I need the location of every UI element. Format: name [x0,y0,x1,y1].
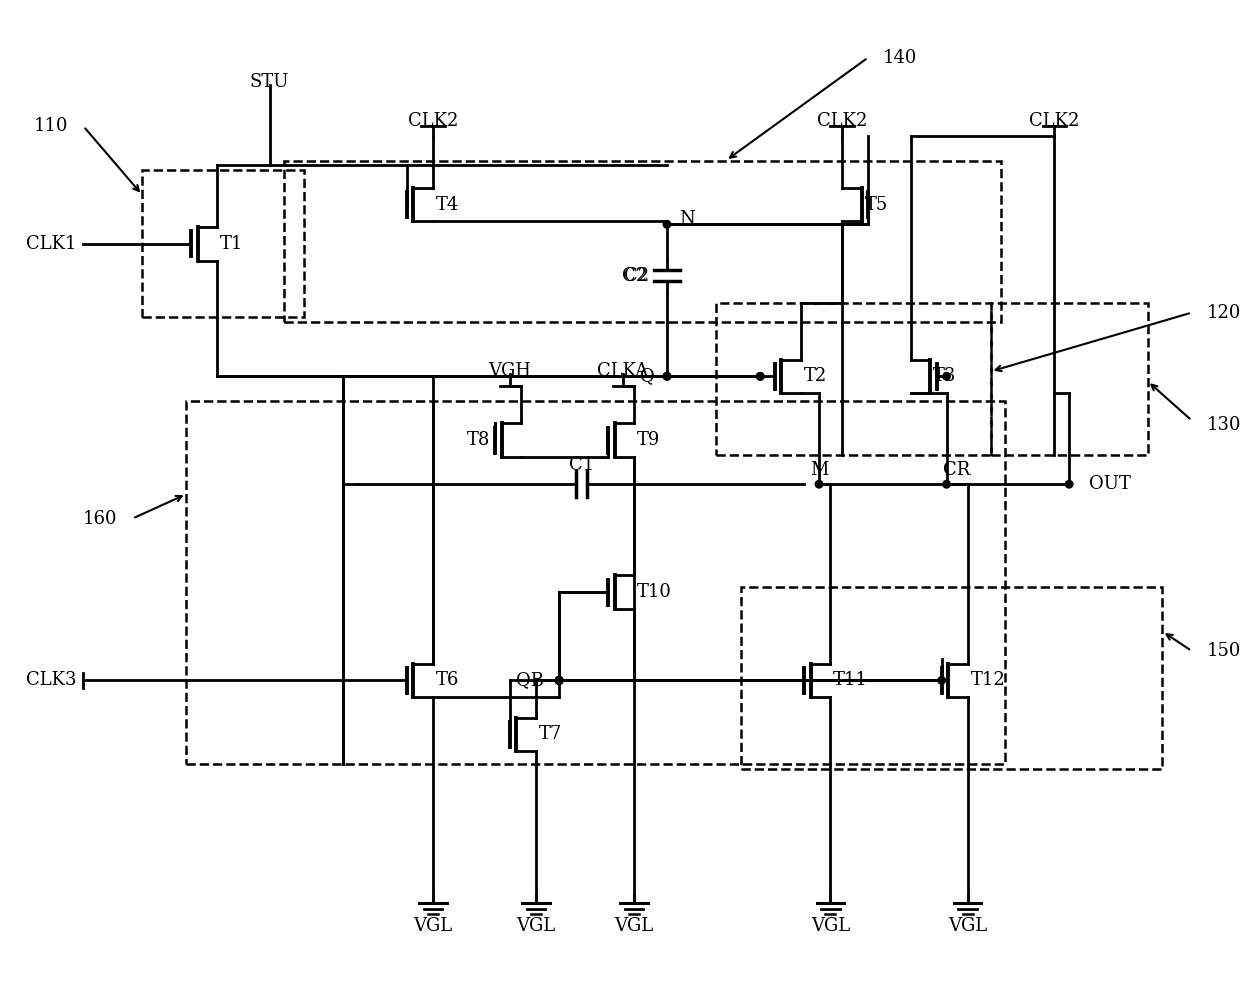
Text: QB: QB [516,671,544,690]
Text: CLK2: CLK2 [817,112,867,130]
Circle shape [556,677,563,684]
Circle shape [556,677,563,684]
Text: CLK3: CLK3 [26,671,77,690]
Text: T4: T4 [436,196,459,214]
Text: C1: C1 [569,455,594,473]
Circle shape [756,373,764,380]
Text: VGL: VGL [949,916,987,934]
Text: 160: 160 [83,510,118,528]
Text: T11: T11 [833,671,868,690]
Circle shape [663,221,671,228]
Text: CLKA: CLKA [598,363,649,381]
Text: CLK2: CLK2 [1029,112,1080,130]
Circle shape [942,480,950,488]
Text: 130: 130 [1207,416,1240,434]
Text: VGL: VGL [615,916,653,934]
Text: T6: T6 [436,671,459,690]
Text: C2: C2 [624,266,650,285]
Text: T2: T2 [804,368,827,386]
Bar [284,161,1001,322]
Bar [740,587,1162,768]
Text: VGL: VGL [811,916,849,934]
Bar [186,401,1006,763]
Text: N: N [678,211,694,229]
Text: T3: T3 [934,368,957,386]
Circle shape [1065,480,1073,488]
Text: 140: 140 [883,49,918,67]
Text: T1: T1 [221,235,243,252]
Circle shape [663,373,671,380]
Text: 150: 150 [1207,642,1240,660]
Bar [715,303,991,455]
Text: T10: T10 [637,583,672,601]
Text: T9: T9 [637,431,661,449]
Text: 120: 120 [1207,303,1240,322]
Text: VGL: VGL [413,916,453,934]
Circle shape [937,677,945,684]
Text: T5: T5 [864,196,888,214]
Circle shape [663,373,671,380]
Text: OUT: OUT [1089,475,1131,493]
Circle shape [556,677,563,684]
Circle shape [816,480,823,488]
Circle shape [756,373,764,380]
Text: T8: T8 [467,431,491,449]
Text: T12: T12 [971,671,1006,690]
Text: CLK2: CLK2 [408,112,459,130]
Text: C2: C2 [622,266,647,285]
Circle shape [556,677,563,684]
Text: M: M [810,460,828,478]
Text: 110: 110 [35,117,68,135]
Text: CR: CR [942,460,970,478]
Text: VGL: VGL [517,916,556,934]
Circle shape [942,373,950,380]
Text: CLK1: CLK1 [26,235,77,252]
Circle shape [556,677,563,684]
Text: VGH: VGH [489,363,532,381]
Bar [991,303,1148,455]
Bar [143,170,304,317]
Text: STU: STU [250,74,289,91]
Text: T7: T7 [539,726,562,744]
Text: Q: Q [641,368,655,386]
